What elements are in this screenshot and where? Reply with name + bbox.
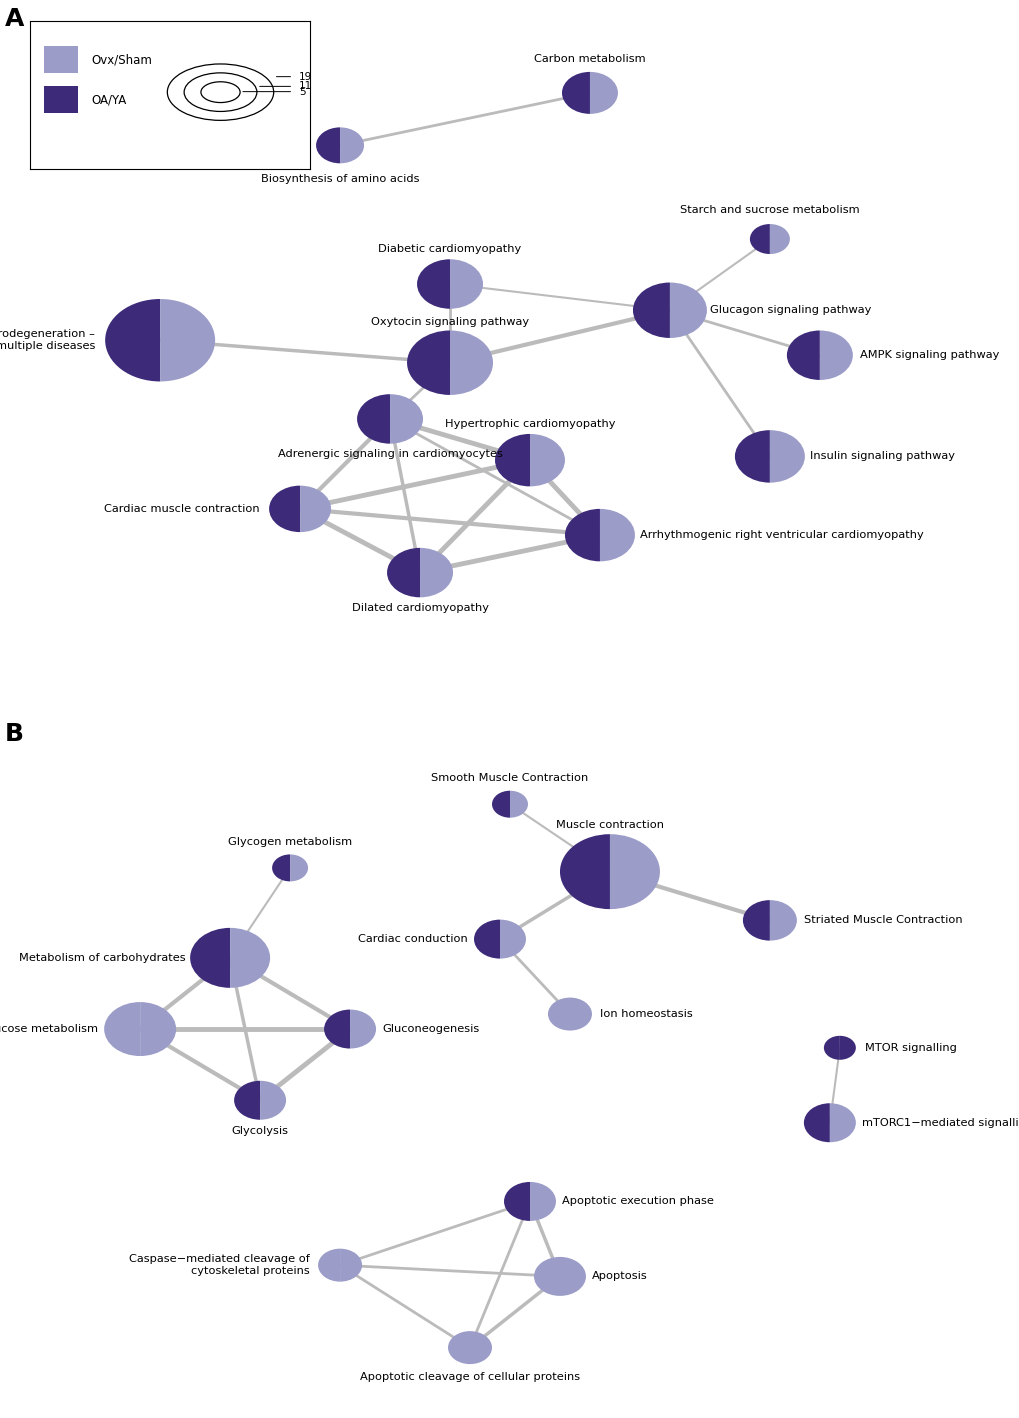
Wedge shape — [803, 1103, 829, 1143]
Text: A: A — [5, 7, 24, 31]
Wedge shape — [530, 1183, 555, 1221]
Text: Striated Muscle Contraction: Striated Muscle Contraction — [803, 916, 962, 926]
Text: Biosynthesis of amino acids: Biosynthesis of amino acids — [261, 174, 419, 184]
Wedge shape — [447, 1332, 470, 1364]
Wedge shape — [339, 1249, 362, 1282]
Wedge shape — [160, 299, 215, 381]
Text: Starch and sucrose metabolism: Starch and sucrose metabolism — [680, 206, 859, 216]
Wedge shape — [494, 434, 530, 486]
Wedge shape — [769, 224, 789, 254]
Wedge shape — [316, 128, 339, 163]
Wedge shape — [449, 259, 483, 309]
Wedge shape — [530, 434, 565, 486]
Wedge shape — [272, 855, 289, 882]
Wedge shape — [260, 1081, 285, 1120]
Wedge shape — [318, 1249, 339, 1282]
Text: mTORC1−mediated signalling: mTORC1−mediated signalling — [861, 1117, 1019, 1127]
Wedge shape — [420, 547, 452, 597]
Wedge shape — [499, 920, 526, 959]
Wedge shape — [324, 1010, 350, 1048]
Text: Diabetic cardiomyopathy: Diabetic cardiomyopathy — [378, 244, 521, 254]
Wedge shape — [357, 394, 389, 444]
Wedge shape — [417, 259, 449, 309]
Wedge shape — [829, 1103, 855, 1143]
Wedge shape — [749, 224, 769, 254]
Text: Glycolysis: Glycolysis — [231, 1126, 288, 1136]
Wedge shape — [669, 282, 706, 337]
Text: Glucagon signaling pathway: Glucagon signaling pathway — [709, 305, 870, 315]
Wedge shape — [339, 128, 364, 163]
Wedge shape — [589, 72, 618, 113]
Text: Metabolism of carbohydrates: Metabolism of carbohydrates — [18, 953, 184, 963]
Wedge shape — [269, 485, 300, 532]
Wedge shape — [565, 509, 599, 562]
Wedge shape — [491, 791, 510, 818]
Wedge shape — [350, 1010, 376, 1048]
Text: Arrhythmogenic right ventricular cardiomyopathy: Arrhythmogenic right ventricular cardiom… — [639, 530, 923, 540]
Wedge shape — [559, 1256, 585, 1296]
Text: Apoptotic cleavage of cellular proteins: Apoptotic cleavage of cellular proteins — [360, 1371, 580, 1381]
Text: Muscle contraction: Muscle contraction — [555, 820, 663, 830]
Text: Carbon metabolism: Carbon metabolism — [534, 54, 645, 64]
Wedge shape — [742, 900, 769, 940]
Text: Cardiac muscle contraction: Cardiac muscle contraction — [104, 503, 260, 513]
Text: AMPK signaling pathway: AMPK signaling pathway — [859, 350, 999, 360]
Wedge shape — [190, 927, 230, 988]
Wedge shape — [234, 1081, 260, 1120]
Wedge shape — [105, 299, 160, 381]
Text: Ion homeostasis: Ion homeostasis — [599, 1010, 692, 1020]
Wedge shape — [386, 547, 420, 597]
Wedge shape — [230, 927, 270, 988]
Text: Hypertrophic cardiomyopathy: Hypertrophic cardiomyopathy — [444, 418, 614, 428]
Wedge shape — [561, 72, 589, 113]
Text: Apoptotic execution phase: Apoptotic execution phase — [561, 1197, 713, 1207]
Wedge shape — [503, 1183, 530, 1221]
Text: Smooth Muscle Contraction: Smooth Muscle Contraction — [431, 773, 588, 783]
Wedge shape — [599, 509, 634, 562]
Wedge shape — [609, 834, 659, 909]
Wedge shape — [769, 900, 796, 940]
Wedge shape — [570, 998, 591, 1031]
Wedge shape — [449, 330, 492, 396]
Wedge shape — [559, 834, 609, 909]
Text: Insulin signaling pathway: Insulin signaling pathway — [809, 451, 954, 461]
Wedge shape — [823, 1035, 839, 1059]
Wedge shape — [534, 1256, 559, 1296]
Wedge shape — [510, 791, 528, 818]
Wedge shape — [819, 330, 852, 380]
Text: Glycogen metabolism: Glycogen metabolism — [228, 837, 352, 847]
Wedge shape — [300, 485, 331, 532]
Wedge shape — [289, 855, 308, 882]
Text: Glucose metabolism: Glucose metabolism — [0, 1024, 98, 1034]
Wedge shape — [769, 430, 804, 482]
Wedge shape — [839, 1035, 855, 1059]
Wedge shape — [633, 282, 669, 337]
Text: Adrenergic signaling in cardiomyocytes: Adrenergic signaling in cardiomyocytes — [277, 450, 502, 459]
Wedge shape — [104, 1003, 140, 1056]
Wedge shape — [734, 430, 769, 482]
Wedge shape — [547, 998, 570, 1031]
Text: Oxytocin signaling pathway: Oxytocin signaling pathway — [371, 316, 529, 326]
Wedge shape — [474, 920, 499, 959]
Text: Dilated cardiomyopathy: Dilated cardiomyopathy — [352, 603, 488, 613]
Text: Pathways of neurodegeneration –
multiple diseases: Pathways of neurodegeneration – multiple… — [0, 329, 95, 352]
Text: MTOR signalling: MTOR signalling — [864, 1042, 956, 1052]
Text: B: B — [5, 723, 24, 746]
Text: Gluconeogenesis: Gluconeogenesis — [382, 1024, 479, 1034]
Wedge shape — [389, 394, 423, 444]
Text: Caspase−mediated cleavage of
cytoskeletal proteins: Caspase−mediated cleavage of cytoskeleta… — [129, 1254, 310, 1276]
Text: Cardiac conduction: Cardiac conduction — [358, 934, 468, 944]
Wedge shape — [407, 330, 449, 396]
Wedge shape — [786, 330, 819, 380]
Text: Apoptosis: Apoptosis — [591, 1272, 647, 1282]
Wedge shape — [470, 1332, 491, 1364]
Wedge shape — [140, 1003, 176, 1056]
